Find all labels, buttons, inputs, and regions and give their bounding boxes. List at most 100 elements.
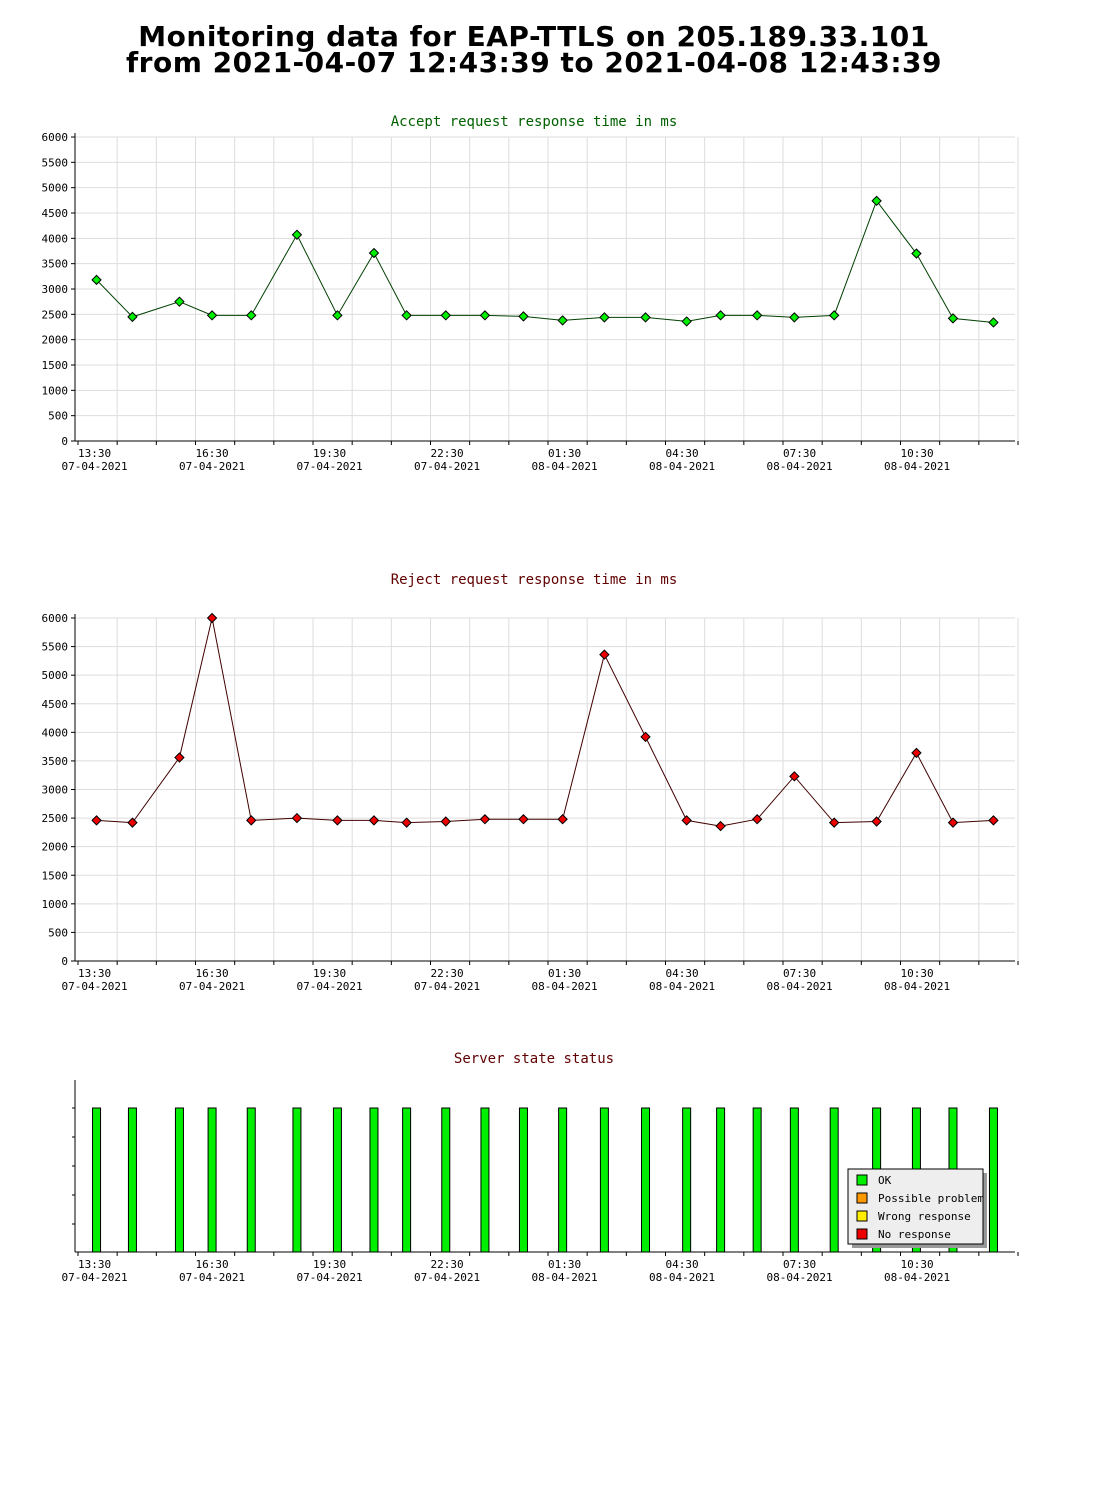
accept-data-point: [174, 296, 185, 307]
accept-data-point: [91, 274, 102, 286]
status-bar: [682, 1107, 692, 1253]
reject-data-point: [640, 731, 651, 743]
reject-xtick-date: 07-04-2021: [296, 980, 362, 993]
reject-ytick-label: 4500: [42, 698, 69, 711]
reject-data-point: [681, 815, 692, 826]
reject-ytick-label: 2000: [42, 841, 69, 854]
accept-xtick-date: 08-04-2021: [649, 460, 715, 473]
status-bar: [402, 1107, 412, 1253]
page-title: Monitoring data for EAP-TTLS on 205.189.…: [0, 20, 1068, 79]
status-bar: [246, 1107, 256, 1253]
accept-data-point: [127, 311, 138, 323]
reject-data-point: [291, 812, 303, 824]
accept-xtick-time: 19:30: [313, 447, 346, 460]
status-bar: [332, 1107, 342, 1253]
reject-xtick-time: 22:30: [431, 967, 464, 980]
legend-swatch: [856, 1210, 868, 1222]
accept-xtick-time: 07:30: [783, 447, 816, 460]
status-xtick-date: 08-04-2021: [884, 1271, 950, 1284]
legend-swatch: [856, 1192, 868, 1204]
accept-ytick-label: 1500: [42, 359, 69, 372]
accept-data-point: [518, 311, 529, 322]
status-xtick-time: 07:30: [783, 1258, 816, 1271]
reject-data-point: [479, 814, 491, 825]
reject-data-point: [332, 815, 343, 826]
accept-response-chart: Accept request response time in ms 0 500 10…: [42, 114, 1019, 473]
reject-xtick-time: 10:30: [901, 967, 934, 980]
accept-xtick-time: 16:30: [196, 447, 229, 460]
accept-xtick-time: 10:30: [901, 447, 934, 460]
reject-ytick-label: 6000: [42, 612, 69, 625]
accept-ytick-label: 1000: [42, 384, 69, 397]
accept-ytick-label: 2000: [42, 334, 69, 347]
accept-data-point: [206, 310, 218, 321]
status-bar: [207, 1107, 217, 1253]
accept-data-point: [789, 312, 800, 323]
accept-data-point: [640, 312, 651, 323]
status-xtick-date: 08-04-2021: [649, 1271, 715, 1284]
status-bar: [174, 1107, 184, 1253]
accept-data-point: [557, 315, 568, 326]
accept-data-point: [479, 310, 491, 321]
accept-data-point: [368, 247, 380, 259]
status-bar: [518, 1107, 528, 1253]
accept-ytick-label: 3500: [42, 258, 69, 271]
reject-xtick-time: 13:30: [78, 967, 111, 980]
status-bar: [292, 1107, 302, 1253]
status-bar: [127, 1107, 137, 1253]
accept-xtick-date: 07-04-2021: [414, 460, 480, 473]
status-bar: [92, 1107, 102, 1253]
legend-swatch: [856, 1174, 868, 1186]
reject-xtick-date: 07-04-2021: [179, 980, 245, 993]
page-title-line1: Monitoring data for EAP-TTLS on 205.189.…: [138, 20, 930, 53]
reject-data-point: [715, 820, 726, 832]
accept-xtick-date: 07-04-2021: [179, 460, 245, 473]
reject-xtick-date: 08-04-2021: [531, 980, 597, 993]
accept-data-point: [828, 310, 840, 321]
reject-data-point: [91, 815, 102, 826]
status-bar: [829, 1107, 839, 1253]
status-title: Server state status: [454, 1051, 614, 1067]
status-bar: [441, 1107, 451, 1253]
reject-xtick-time: 04:30: [666, 967, 699, 980]
reject-data-point: [440, 816, 451, 827]
reject-ytick-label: 1500: [42, 869, 69, 882]
reject-ytick-label: 5000: [42, 669, 69, 682]
server-status-chart: Server state status13:3007-04-202116:300…: [61, 1051, 1019, 1284]
reject-data-point: [871, 816, 882, 827]
reject-response-chart: Reject request response time in ms 0 500 10…: [42, 572, 1019, 993]
reject-data-point: [751, 814, 763, 825]
accept-xtick-time: 04:30: [666, 447, 699, 460]
reject-xtick-date: 07-04-2021: [61, 980, 127, 993]
reject-ytick-label: 3500: [42, 755, 69, 768]
status-xtick-time: 16:30: [196, 1258, 229, 1271]
reject-series-line: [96, 617, 994, 827]
status-bar: [599, 1107, 609, 1253]
status-xtick-date: 07-04-2021: [414, 1271, 480, 1284]
accept-data-point: [681, 316, 692, 327]
legend-label: Wrong response: [878, 1210, 971, 1223]
legend-swatch: [856, 1228, 868, 1240]
reject-title: Reject request response time in ms: [391, 572, 678, 588]
reject-data-point: [174, 752, 185, 763]
accept-xtick-date: 07-04-2021: [61, 460, 127, 473]
reject-data-point: [518, 814, 529, 825]
status-xtick-date: 07-04-2021: [61, 1271, 127, 1284]
accept-ytick-label: 6000: [42, 131, 69, 144]
accept-series-line: [96, 199, 994, 323]
reject-data-point: [206, 612, 218, 624]
status-xtick-time: 22:30: [431, 1258, 464, 1271]
status-bar: [789, 1107, 799, 1253]
reject-data-point: [911, 747, 922, 759]
reject-data-point: [599, 649, 610, 660]
reject-xtick-time: 01:30: [548, 967, 581, 980]
accept-ytick-label: 5000: [42, 182, 69, 195]
accept-ytick-label: 2500: [42, 308, 69, 321]
reject-data-point: [246, 815, 257, 826]
status-xtick-time: 13:30: [78, 1258, 111, 1271]
reject-xtick-time: 19:30: [313, 967, 346, 980]
accept-data-point: [911, 248, 922, 259]
page-title-line2: from 2021-04-07 12:43:39 to 2021-04-08 1…: [125, 46, 943, 79]
accept-data-point: [947, 313, 959, 324]
status-xtick-date: 07-04-2021: [296, 1271, 362, 1284]
